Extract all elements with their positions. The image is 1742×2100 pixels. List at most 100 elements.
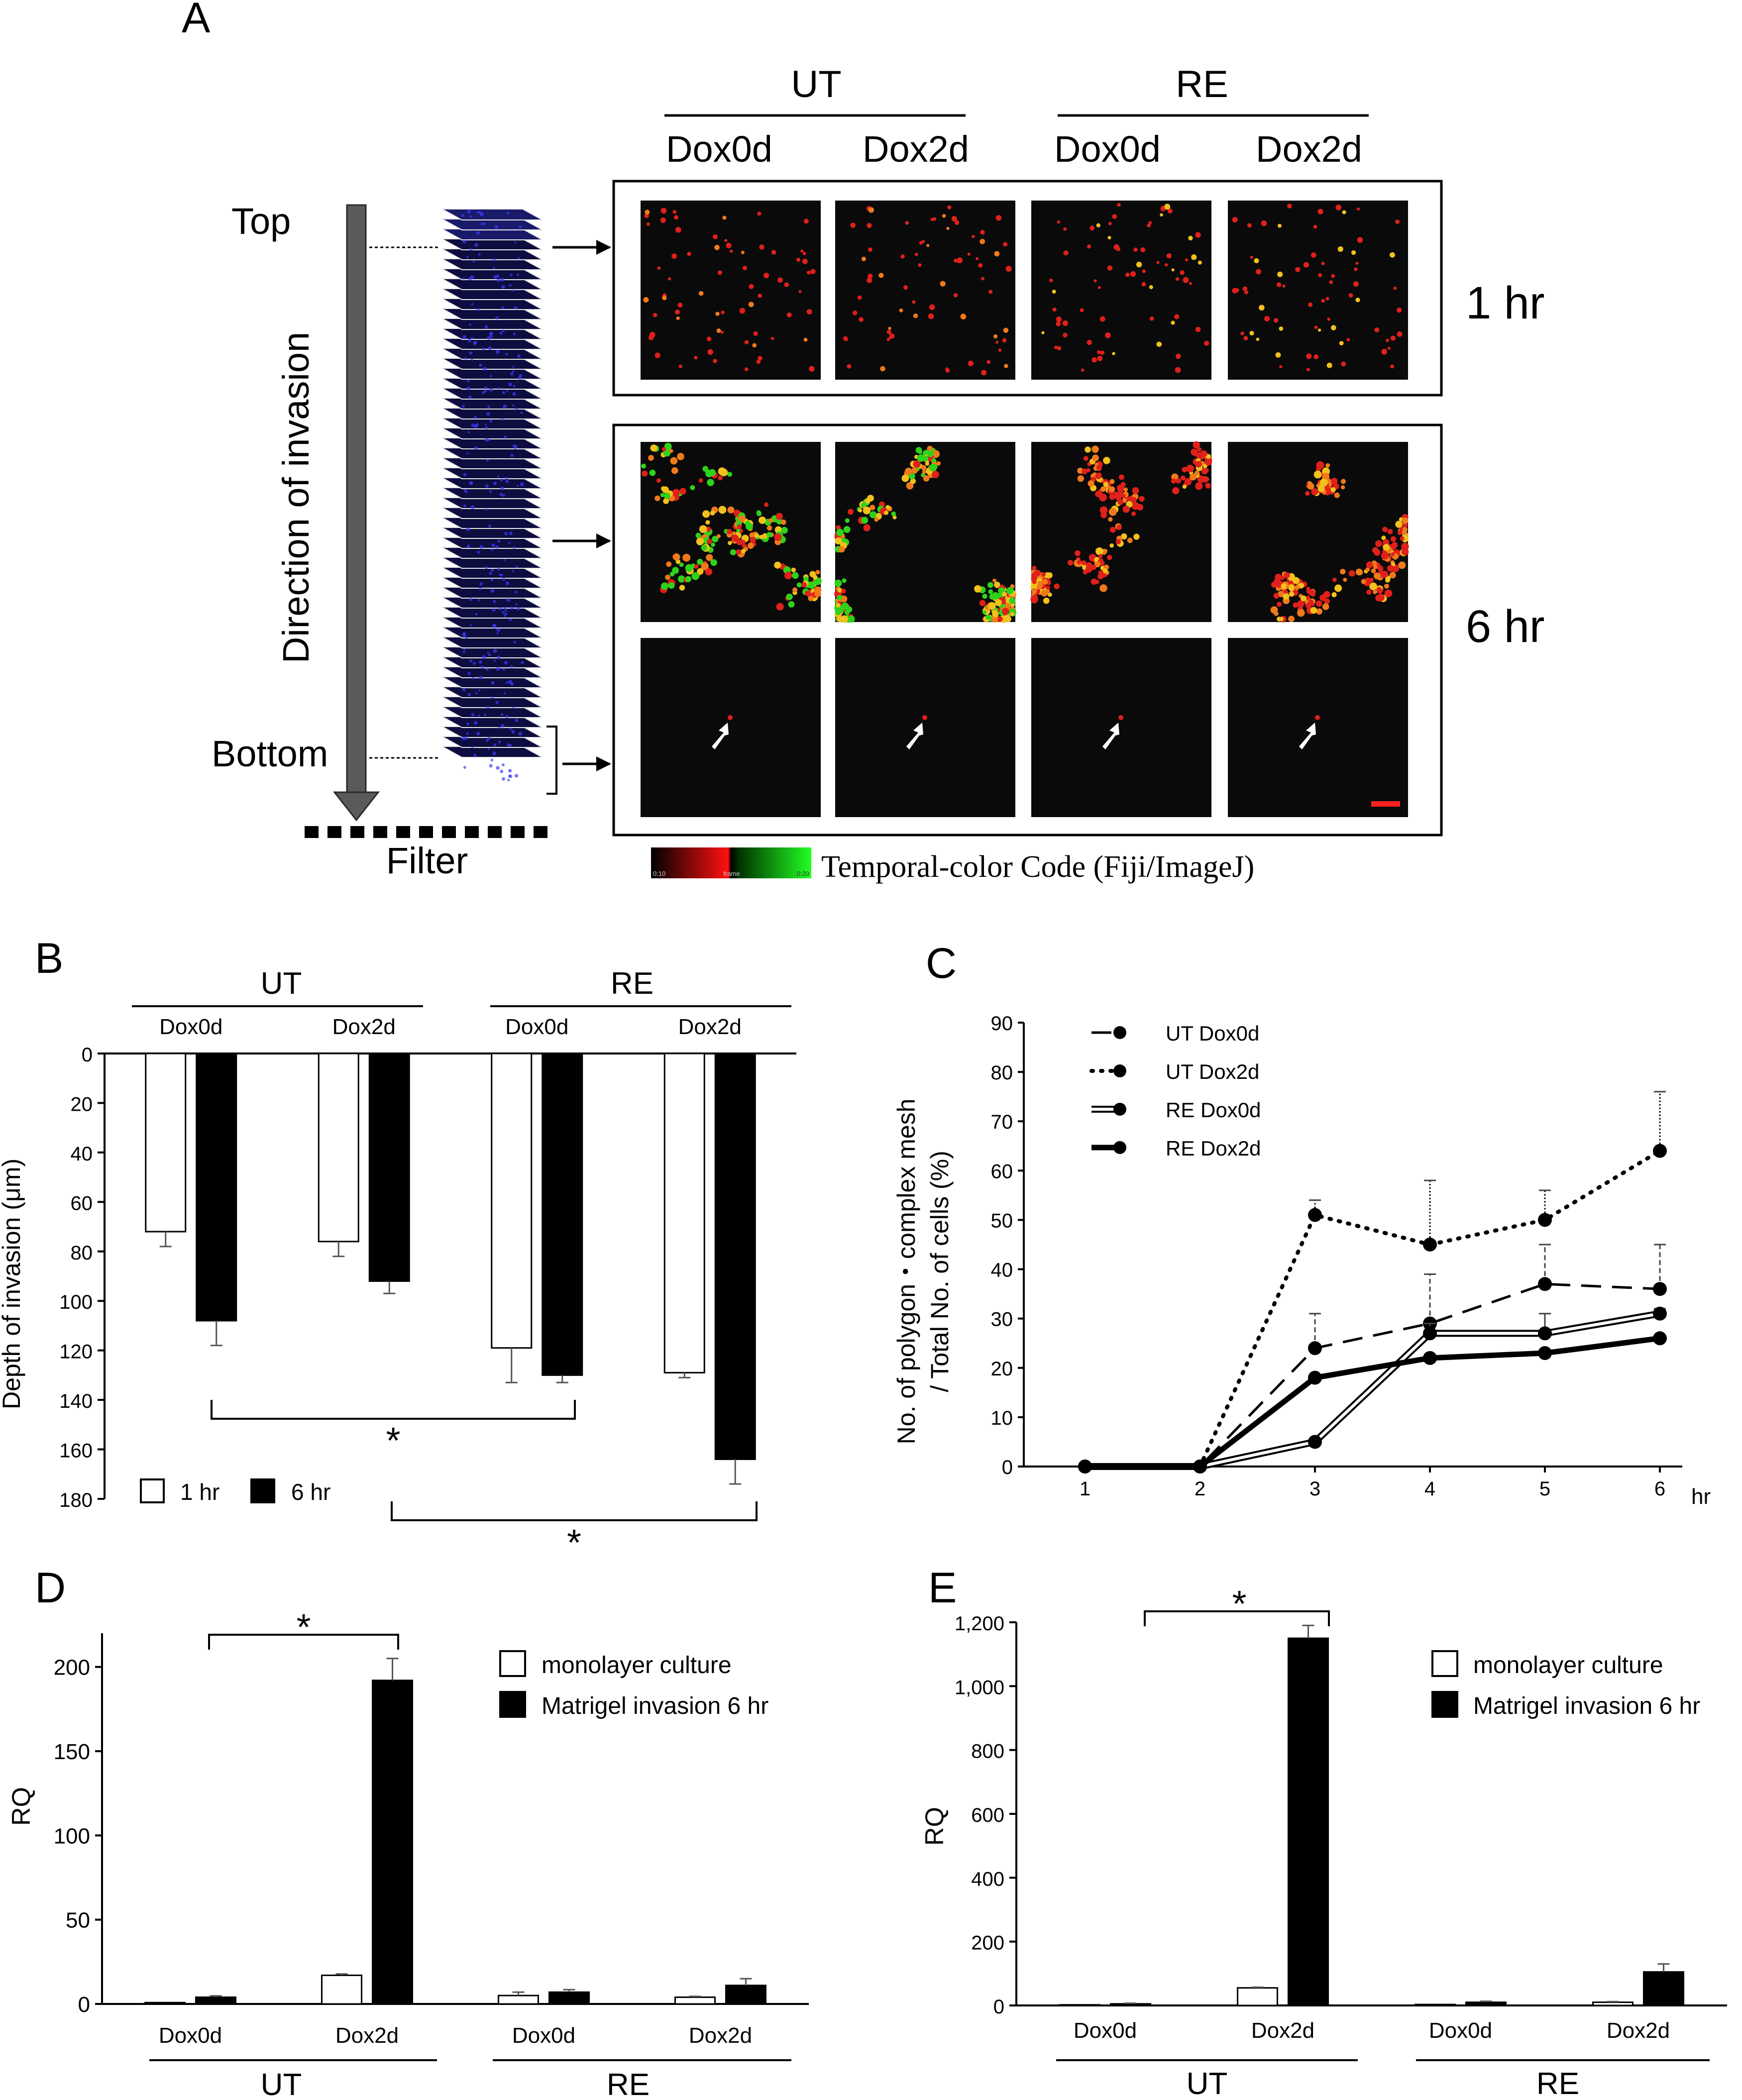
z-slice-speck bbox=[488, 346, 492, 350]
cell-dot bbox=[1317, 209, 1323, 214]
z-slice-speck bbox=[514, 241, 517, 244]
z-slice-speck bbox=[503, 692, 506, 695]
cell-dot bbox=[930, 217, 934, 221]
z-slice-speck bbox=[504, 532, 508, 535]
cell-dot bbox=[1096, 350, 1101, 354]
z-slice-speck bbox=[487, 336, 491, 340]
z-slice-speck bbox=[504, 607, 506, 610]
cell-dot bbox=[1182, 484, 1187, 489]
z-slice-speck bbox=[470, 275, 474, 280]
z-slice-speck bbox=[469, 659, 473, 663]
cell-dot bbox=[913, 313, 918, 318]
cell-dot bbox=[918, 263, 922, 267]
cell-dot bbox=[732, 531, 736, 536]
cell-dot bbox=[852, 311, 858, 315]
z-slice-speck bbox=[497, 278, 500, 282]
cell-dot bbox=[679, 585, 685, 591]
cell-dot bbox=[1391, 541, 1398, 548]
cell-dot bbox=[744, 340, 749, 345]
cell-dot bbox=[648, 455, 654, 461]
cell-dot bbox=[978, 263, 983, 268]
cell-dot bbox=[1250, 255, 1253, 259]
legend-swatch-monolayer bbox=[1431, 1650, 1458, 1677]
z-slice-speck bbox=[478, 715, 480, 717]
cell-dot bbox=[1195, 461, 1202, 468]
cell-dot bbox=[685, 564, 693, 572]
bar bbox=[321, 1974, 362, 2005]
z-slice-speck bbox=[498, 740, 501, 743]
e-group-ut: UT bbox=[1187, 2067, 1228, 2100]
bottom-label: Bottom bbox=[212, 733, 328, 774]
z-slice-speck bbox=[512, 370, 515, 373]
cell-dot bbox=[834, 579, 842, 587]
cell-dot bbox=[672, 489, 680, 497]
cell-dot bbox=[705, 568, 713, 576]
cell-dot bbox=[1194, 470, 1199, 476]
z-slice-speck bbox=[490, 335, 493, 338]
z-slice-speck bbox=[470, 481, 473, 485]
cell-dot bbox=[1062, 320, 1068, 326]
z-slice bbox=[441, 636, 543, 648]
z-slice-speck bbox=[509, 618, 512, 621]
cell-dot bbox=[1292, 577, 1300, 584]
colorbar-mid: frame bbox=[723, 870, 740, 877]
cell-dot bbox=[736, 549, 742, 555]
cell-dot bbox=[796, 257, 801, 262]
cell-dot bbox=[1364, 577, 1371, 584]
cell-dot bbox=[720, 330, 724, 334]
z-slice-speck bbox=[490, 578, 494, 582]
z-slice-speck bbox=[471, 746, 473, 748]
cell-dot bbox=[1340, 479, 1346, 484]
series-line bbox=[1083, 1149, 1662, 1469]
cell-dot bbox=[870, 505, 875, 511]
z-slice-speck bbox=[476, 210, 480, 214]
cell-dot bbox=[1103, 564, 1109, 570]
cell-dot bbox=[1175, 367, 1181, 373]
cell-dot bbox=[1373, 564, 1378, 569]
cell-dot bbox=[1369, 582, 1377, 591]
cell-dot bbox=[1356, 207, 1360, 211]
z-slice-speck bbox=[494, 659, 496, 662]
z-slice-speck bbox=[482, 391, 485, 394]
cell-dot bbox=[670, 457, 678, 465]
cell-dot bbox=[1273, 318, 1279, 323]
z-slice-speck bbox=[521, 661, 524, 664]
significance-bracket bbox=[1144, 1610, 1330, 1626]
z-slice bbox=[441, 487, 543, 499]
cell-dot bbox=[717, 270, 722, 275]
z-slice-speck bbox=[464, 736, 468, 740]
cell-dot bbox=[911, 467, 918, 474]
z-slice-speck bbox=[491, 681, 495, 685]
bar bbox=[196, 1052, 237, 1322]
z-slice-speck bbox=[461, 405, 465, 408]
cell-dot bbox=[1085, 446, 1091, 453]
cell-dot bbox=[1031, 589, 1037, 594]
z-slice-speck bbox=[466, 256, 469, 259]
cell-dot bbox=[1355, 298, 1360, 303]
cell-dot bbox=[1393, 286, 1397, 290]
cell-dot bbox=[730, 249, 733, 253]
y-tick-label: 20 bbox=[71, 1093, 93, 1115]
cell-dot bbox=[715, 312, 720, 316]
cell-dot bbox=[741, 250, 745, 254]
cell-dot bbox=[1382, 526, 1388, 532]
cell-dot bbox=[1156, 341, 1162, 347]
cell-dot bbox=[838, 546, 845, 553]
cell-dot bbox=[702, 510, 710, 518]
z-slice-speck bbox=[497, 387, 500, 390]
y-tick-label: 0 bbox=[1002, 1457, 1013, 1478]
cell-dot bbox=[1396, 308, 1402, 313]
cell-dot bbox=[1004, 364, 1008, 368]
y-tick-label: 90 bbox=[991, 1013, 1013, 1035]
cell-dot bbox=[1105, 332, 1111, 338]
cell-dot bbox=[668, 582, 675, 589]
cell-dot bbox=[1171, 478, 1177, 484]
cell-dot bbox=[745, 523, 753, 530]
cell-dot bbox=[677, 575, 685, 583]
z-slice-speck bbox=[490, 589, 495, 593]
significance-star: * bbox=[567, 1522, 581, 1563]
significance-bracket bbox=[211, 1400, 576, 1420]
z-slice bbox=[441, 597, 543, 609]
cell-dot bbox=[847, 364, 852, 369]
